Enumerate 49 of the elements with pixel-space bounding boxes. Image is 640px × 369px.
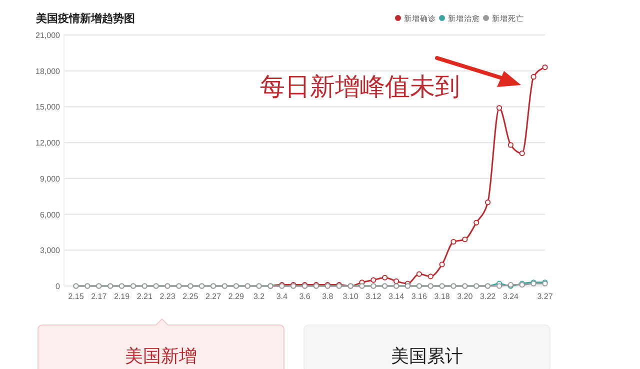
x-tick-label: 3.6 bbox=[299, 292, 311, 301]
y-tick-label: 6,000 bbox=[40, 210, 61, 220]
y-tick-label: 12,000 bbox=[36, 138, 61, 148]
point bbox=[416, 271, 422, 277]
y-tick-label: 9,000 bbox=[40, 174, 61, 184]
x-tick-label: 2.23 bbox=[160, 292, 176, 301]
y-tick-label: 15,000 bbox=[36, 102, 61, 112]
point bbox=[370, 277, 376, 283]
point bbox=[485, 200, 491, 206]
x-tick-label: 3.20 bbox=[457, 292, 474, 301]
x-tick-label: 2.21 bbox=[136, 292, 153, 301]
point bbox=[508, 142, 514, 148]
x-tick-label: 2.27 bbox=[205, 292, 222, 301]
x-tick-label: 2.29 bbox=[228, 292, 244, 301]
x-tick-label: 3.12 bbox=[366, 292, 382, 301]
point bbox=[542, 64, 548, 70]
x-tick-label: 3.24 bbox=[502, 292, 520, 301]
x-tick-label: 2.15 bbox=[68, 292, 84, 301]
x-tick-label: 2.17 bbox=[91, 292, 108, 301]
x-tick-label: 3.16 bbox=[411, 292, 428, 301]
y-tick-label: 3,000 bbox=[40, 246, 61, 256]
point bbox=[496, 283, 502, 289]
x-tick-label: 3.10 bbox=[342, 292, 359, 301]
point bbox=[496, 105, 502, 111]
x-tick-label: 3.18 bbox=[434, 292, 450, 301]
point bbox=[519, 150, 525, 156]
x-tick-label: 3.8 bbox=[322, 292, 334, 301]
x-tick-label: 3.14 bbox=[388, 292, 405, 301]
x-tick-label: 3.2 bbox=[253, 292, 266, 301]
chart-title: 美国疫情新增趋势图 bbox=[35, 12, 135, 25]
point bbox=[382, 274, 388, 280]
point bbox=[439, 262, 445, 268]
x-tick-label: 3.22 bbox=[480, 292, 496, 301]
x-tick-label: 2.19 bbox=[114, 292, 130, 301]
point bbox=[530, 74, 536, 80]
y-tick-label: 18,000 bbox=[36, 66, 61, 76]
point bbox=[393, 278, 400, 284]
y-tick-label: 21,000 bbox=[36, 31, 61, 40]
y-tick-label: 0 bbox=[56, 282, 61, 291]
text: 美国新增 bbox=[125, 346, 197, 366]
point bbox=[428, 274, 434, 280]
annotation: 每日新增峰值未到 bbox=[260, 73, 460, 101]
text: 美国累计 bbox=[391, 346, 463, 366]
x-tick-label: 3.27 bbox=[537, 292, 554, 301]
x-tick-label: 2.25 bbox=[182, 292, 199, 301]
point bbox=[462, 236, 468, 242]
point bbox=[474, 220, 480, 226]
point bbox=[450, 238, 456, 245]
x-tick-label: 3.4 bbox=[276, 292, 288, 301]
